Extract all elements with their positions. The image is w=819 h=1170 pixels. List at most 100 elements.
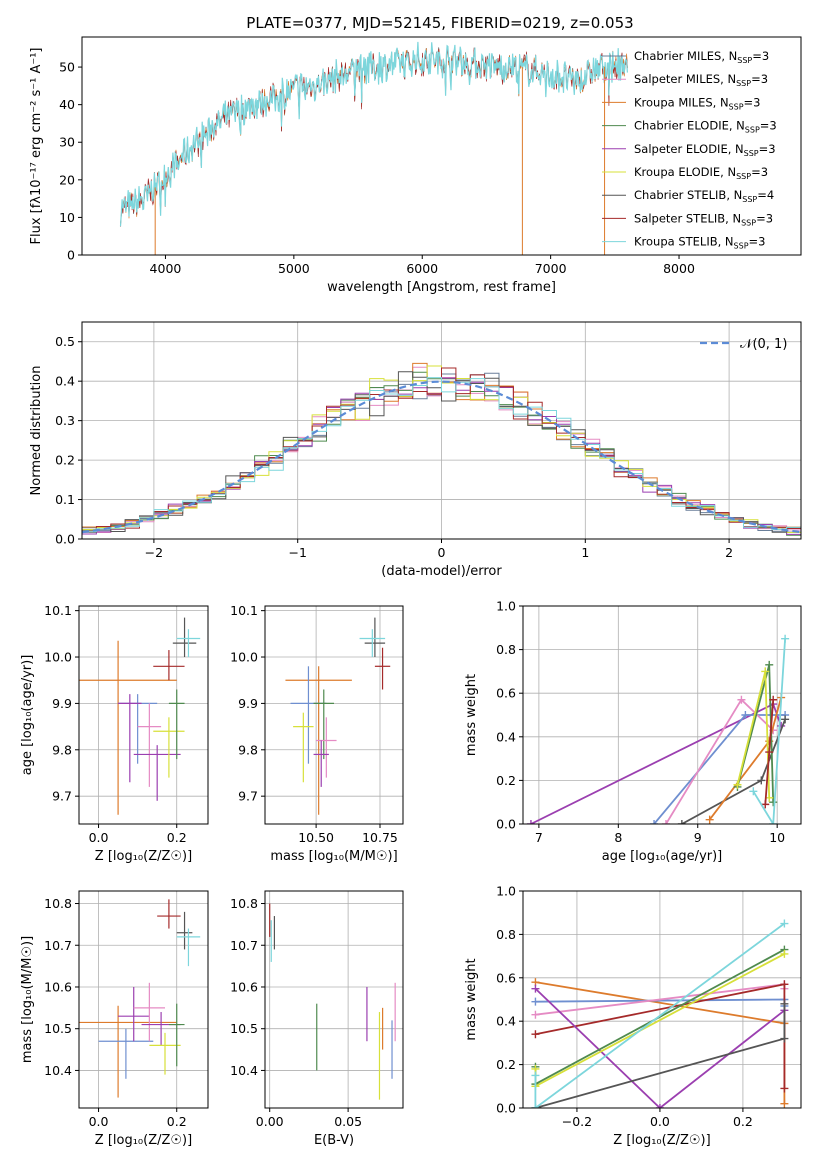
residuals-frame: −2 −1 0 1 2 0.0 0.1 0.2 0.3 0.4 0.5 (data-model)/er… xyxy=(29,321,802,579)
y-axis-label: Normed distribution xyxy=(29,366,44,496)
y-tick-label: 10.7 xyxy=(44,938,72,953)
y-tick-label: 1.0 xyxy=(496,884,516,899)
x-tick-label: −0.2 xyxy=(562,1114,592,1129)
series-marker xyxy=(733,780,742,789)
legend-entry: Salpeter ELODIE, NSSP=3 xyxy=(634,142,776,158)
legend-entry: Chabrier STELIB, NSSP=4 xyxy=(634,188,774,204)
y-tick-label: 10.5 xyxy=(44,1021,72,1036)
residuals-marks xyxy=(82,362,801,537)
series-marker xyxy=(526,820,535,824)
series-marker xyxy=(765,748,774,757)
mass_vs_z-axes xyxy=(79,891,208,1108)
massweight_vs_age-marks xyxy=(526,634,790,824)
y-axis-label: mass weight xyxy=(464,674,479,756)
y-tick-label: 0.4 xyxy=(55,374,75,389)
series-marker xyxy=(705,815,714,824)
series-line-salpeter_elodie xyxy=(534,987,785,1108)
series-marker xyxy=(757,776,766,785)
mass_vs_ebv-axes xyxy=(265,891,403,1108)
massweight_vs_z-frame: −0.2 0.0 0.2 0.0 0.2 0.4 0.6 0.8 1.0 Z [log₁₀(Z/Z… xyxy=(464,884,802,1148)
axes-frame xyxy=(522,890,802,1109)
x-tick-label: 0.2 xyxy=(167,1114,187,1129)
spectrum-legend: Chabrier MILES, NSSP=3 Salpeter MILES, NS… xyxy=(602,49,777,251)
series-marker xyxy=(769,798,778,807)
y-tick-label: 10.7 xyxy=(230,938,258,953)
x-axis-label: Z [log₁₀(Z/Z☉)] xyxy=(613,1133,710,1148)
x-tick-label: 5000 xyxy=(278,261,310,276)
x-tick-label: 2 xyxy=(725,545,733,560)
normal-pdf-curve xyxy=(82,380,801,534)
massweight_vs_z-marks xyxy=(531,919,789,1108)
x-tick-label: 4000 xyxy=(150,261,182,276)
x-tick-label: −1 xyxy=(288,545,306,560)
y-tick-label: 9.7 xyxy=(52,789,72,804)
series-marker xyxy=(761,667,770,676)
series-marker xyxy=(661,820,670,824)
series-marker xyxy=(780,999,789,1008)
y-tick-label: 0.0 xyxy=(496,817,516,832)
mass_vs_z-marks xyxy=(79,899,201,1098)
y-tick-label: 50 xyxy=(59,60,75,75)
series-marker xyxy=(780,1034,789,1043)
series-marker xyxy=(531,997,540,1006)
series-marker xyxy=(531,1010,540,1019)
x-tick-label: 0.0 xyxy=(89,830,109,845)
x-tick-label: 7 xyxy=(535,830,543,845)
series-marker xyxy=(761,800,770,809)
x-tick-label: 1 xyxy=(581,545,589,560)
y-tick-label: 9.9 xyxy=(238,696,258,711)
x-tick-label: 0.0 xyxy=(650,1114,670,1129)
series-marker xyxy=(780,1084,789,1093)
x-tick-label: 10.75 xyxy=(362,830,398,845)
spectrum-marks xyxy=(119,41,628,255)
massweight_vs_age-frame: 7 8 9 10 0.0 0.2 0.4 0.6 0.8 1.0 age [log₁₀(age/yr… xyxy=(464,599,802,864)
series-line-kroupa_stelib xyxy=(534,922,785,1108)
series-marker xyxy=(780,919,789,928)
x-tick-label: −2 xyxy=(145,545,163,560)
y-tick-label: 10.4 xyxy=(44,1063,72,1078)
axes-frame xyxy=(81,36,802,256)
y-tick-label: 0.2 xyxy=(496,1057,516,1072)
series-marker xyxy=(780,1099,789,1108)
legend-entry: Kroupa MILES, NSSP=3 xyxy=(634,95,760,111)
y-tick-label: 0.6 xyxy=(496,970,516,985)
y-tick-label: 9.8 xyxy=(52,742,72,757)
y-axis-label: age [log₁₀(age/yr)] xyxy=(20,655,35,776)
x-tick-label: 8 xyxy=(614,830,622,845)
x-tick-label: 7000 xyxy=(535,261,567,276)
y-tick-label: 0.5 xyxy=(55,334,75,349)
series-marker xyxy=(677,820,686,824)
x-tick-label: 0.2 xyxy=(733,1114,753,1129)
y-tick-label: 0 xyxy=(67,248,75,263)
y-tick-label: 0.0 xyxy=(496,1101,516,1116)
x-tick-label: 9 xyxy=(694,830,702,845)
series-marker xyxy=(737,695,746,704)
axes-frame xyxy=(264,605,404,825)
y-axis-label: Flux [fλ10⁻¹⁷ erg cm⁻² s⁻¹ A⁻¹] xyxy=(29,48,44,245)
y-tick-label: 0.6 xyxy=(496,686,516,701)
series-marker xyxy=(749,787,758,796)
y-tick-label: 0.2 xyxy=(496,773,516,788)
axes-frame xyxy=(78,605,209,825)
legend-entry: Chabrier MILES, NSSP=3 xyxy=(634,49,769,65)
x-axis-label: E(B-V) xyxy=(314,1133,354,1148)
series-marker xyxy=(765,660,774,669)
y-tick-label: 1.0 xyxy=(496,599,516,614)
y-tick-label: 10.1 xyxy=(230,603,258,618)
series-marker xyxy=(780,980,789,989)
x-tick-label: 10.50 xyxy=(298,830,334,845)
y-tick-label: 10.0 xyxy=(230,650,258,665)
y-tick-label: 10 xyxy=(59,210,75,225)
x-axis-label: Z [log₁₀(Z/Z☉)] xyxy=(95,849,192,864)
spectrum-line-kroupa_stelib xyxy=(119,41,628,227)
series-line-kroupa_elodie xyxy=(736,671,771,798)
y-tick-label: 40 xyxy=(59,97,75,112)
y-tick-label: 0.4 xyxy=(496,1014,516,1029)
x-axis-label: mass [log₁₀(M/M☉)] xyxy=(270,849,397,864)
x-axis-label: age [log₁₀(age/yr)] xyxy=(602,849,723,864)
y-tick-label: 0.4 xyxy=(496,729,516,744)
series-marker xyxy=(741,711,750,719)
x-tick-label: 0.00 xyxy=(256,1114,284,1129)
x-tick-label: 10 xyxy=(769,830,785,845)
y-tick-label: 0.2 xyxy=(55,453,75,468)
